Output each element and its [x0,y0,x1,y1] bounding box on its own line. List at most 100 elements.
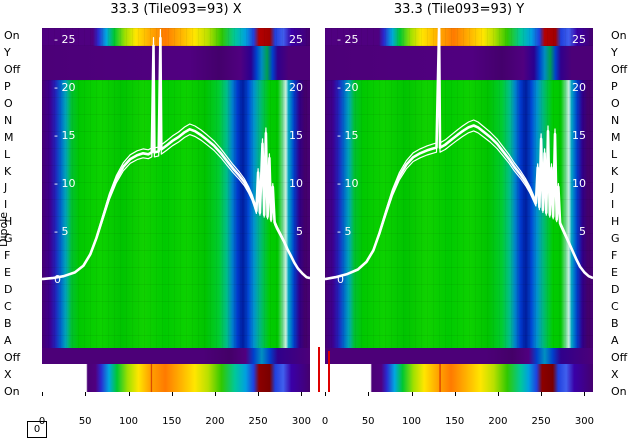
x-axis-x-panel: 0 50 100 150 200 250 300 [39,416,311,430]
gain-tick-left: 0 [54,273,61,286]
dipole-row-label: J [4,181,8,195]
x-tick-mark [85,392,87,396]
x-tick-mark [454,392,456,396]
dipole-row-label: K [611,164,619,178]
x-tick-label: 100 [401,416,422,427]
bandpass-overlay [325,28,593,281]
dipole-row-label: On [611,384,627,398]
dipole-row-label: N [611,113,620,127]
bandpass-curve [42,46,310,280]
dipole-row-label: O [4,96,13,110]
x-axis-y-panel: 0 50 100 150 200 250 300 [322,416,594,430]
heatmap-band-on-bottom [42,364,310,392]
heatmap-band-off-lower [325,348,593,364]
dipole-row-label: F [4,249,11,263]
dipole-row-label: X [611,367,619,381]
dipole-row-label: H [4,215,13,229]
x-tick-mark [258,392,260,396]
dipole-row-label: A [611,333,619,347]
gain-tick-right: 20 [289,81,303,94]
dipole-axis-left: On Y Off P O N M L K J I H G F E D C B A Off X On [4,30,20,397]
gain-tick-right: 25 [572,33,586,46]
gain-tick-right: 10 [289,177,303,190]
dipole-row-label: I [611,198,615,212]
bandpass-overlay [42,29,310,281]
gain-tick-left: - 25 [54,33,76,46]
x-tick-mark [497,392,499,396]
gain-tick-right: 15 [572,129,586,142]
dipole-row-label: I [4,198,8,212]
x-tick-mark [171,392,173,396]
dipole-row-label: B [611,316,619,330]
dipole-row-label: M [611,130,621,144]
dipole-row-label: Off [4,62,21,76]
bandpass-curve [42,36,310,281]
x-tick-label: 300 [574,416,594,427]
gain-tick-left: - 10 [337,177,359,190]
x-tick-label: 200 [205,416,225,427]
gain-tick-left: - 20 [54,81,76,94]
dipole-row-label: H [611,215,620,229]
x-tick-label: 250 [531,416,551,427]
x-tick-label: 100 [118,416,139,427]
dipole-row-label: On [4,29,20,42]
x-tick-mark [42,392,43,396]
panel-title-x: 33.3 (Tile093=93) X [110,2,242,17]
dipole-row-label: K [4,164,12,178]
dipole-row-label: D [4,283,13,297]
x-tick-mark [368,392,370,396]
x-tick-label: 150 [445,416,465,427]
rfi-artifact-line [328,351,330,392]
dipole-row-label: A [4,333,12,347]
x-tick-label: 50 [361,416,375,427]
dipole-row-label: E [611,266,618,280]
dipole-row-label: Y [4,45,11,59]
heatmap-band-off-upper [42,46,310,80]
dipole-row-label: B [4,316,12,330]
bandpass-curve [325,28,593,280]
gain-tick-left: - 10 [54,177,76,190]
dipole-row-label: On [611,29,627,42]
dipole-row-label: O [611,96,620,110]
rfi-artifact-line [318,347,320,392]
heatmap-panel-x: - 25 25 - 20 20 - 15 15 - 10 10 - 5 5 0 [42,28,310,392]
heatmap-band-off-upper [325,46,593,80]
gain-tick-left: - 15 [337,129,359,142]
dipole-row-label: P [611,79,618,93]
dipole-row-label: L [4,147,11,161]
gain-tick-left: - 20 [337,81,359,94]
gain-tick-right: 25 [289,33,303,46]
gain-tick-right: 10 [572,177,586,190]
dipole-row-label: X [4,367,12,381]
gain-tick-right: 20 [572,81,586,94]
heatmap-band-off-lower [42,348,310,364]
x-tick-label: 200 [488,416,508,427]
heatmap-band-on-bottom [325,364,593,392]
gain-tick-right: 15 [289,129,303,142]
x-tick-mark [584,392,586,396]
bandpass-curve [325,34,593,280]
dipole-row-label: J [611,181,615,195]
dipole-axis-right: On Y Off P O N M L K J I H G F E D C B A Off X On [611,30,627,397]
panel-title-y: 33.3 (Tile093=93) Y [393,2,525,17]
corner-zero-box: 0 [27,421,47,438]
dipole-row-label: G [4,232,13,246]
dipole-row-label: M [4,130,14,144]
x-tick-mark [214,392,216,396]
dipole-row-label: Off [611,62,628,76]
gain-tick-left: 0 [337,273,344,286]
x-tick-mark [411,392,413,396]
dipole-row-label: C [611,300,619,313]
gain-tick-left: - 5 [54,225,69,238]
dipole-row-label: E [4,266,11,280]
x-tick-label: 250 [248,416,268,427]
gain-tick-right: 5 [296,225,303,238]
gain-tick-left: - 15 [54,129,76,142]
gain-tick-left: - 5 [337,225,352,238]
x-tick-mark [301,392,303,396]
x-tick-label: 150 [162,416,182,427]
x-tick-mark [541,392,543,396]
bandpass-curve [325,28,593,281]
dipole-row-label: F [611,249,618,263]
